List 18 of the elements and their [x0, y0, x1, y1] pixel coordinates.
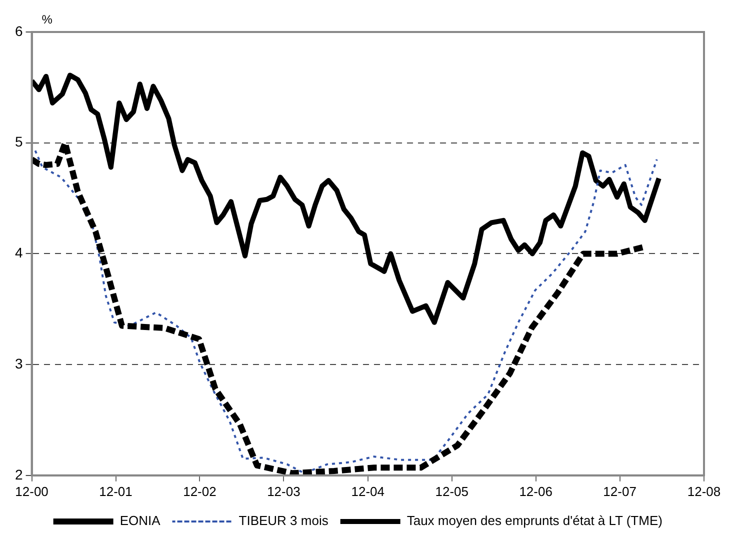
x-tick-label: 12-08: [687, 484, 721, 499]
x-tick-label: 12-06: [519, 484, 552, 499]
y-tick-label: 2: [14, 466, 23, 482]
legend-label: TIBEUR 3 mois: [238, 513, 329, 528]
y-tick-label: 5: [14, 134, 23, 150]
y-tick-label: 6: [14, 22, 23, 39]
y-axis-title: %: [42, 12, 53, 26]
x-tick-label: 12-03: [267, 484, 300, 499]
x-tick-label: 12-00: [15, 484, 48, 499]
x-tick-label: 12-02: [183, 484, 216, 499]
legend-label: Taux moyen des emprunts d'état à LT (TME): [406, 513, 662, 528]
legend-label: EONIA: [120, 513, 161, 528]
x-tick-label: 12-05: [435, 484, 468, 499]
y-tick-label: 3: [14, 355, 23, 372]
y-tick-label: 4: [14, 244, 23, 261]
x-tick-label: 12-01: [99, 484, 132, 499]
x-tick-label: 12-07: [603, 484, 636, 499]
x-tick-label: 12-04: [351, 484, 385, 499]
